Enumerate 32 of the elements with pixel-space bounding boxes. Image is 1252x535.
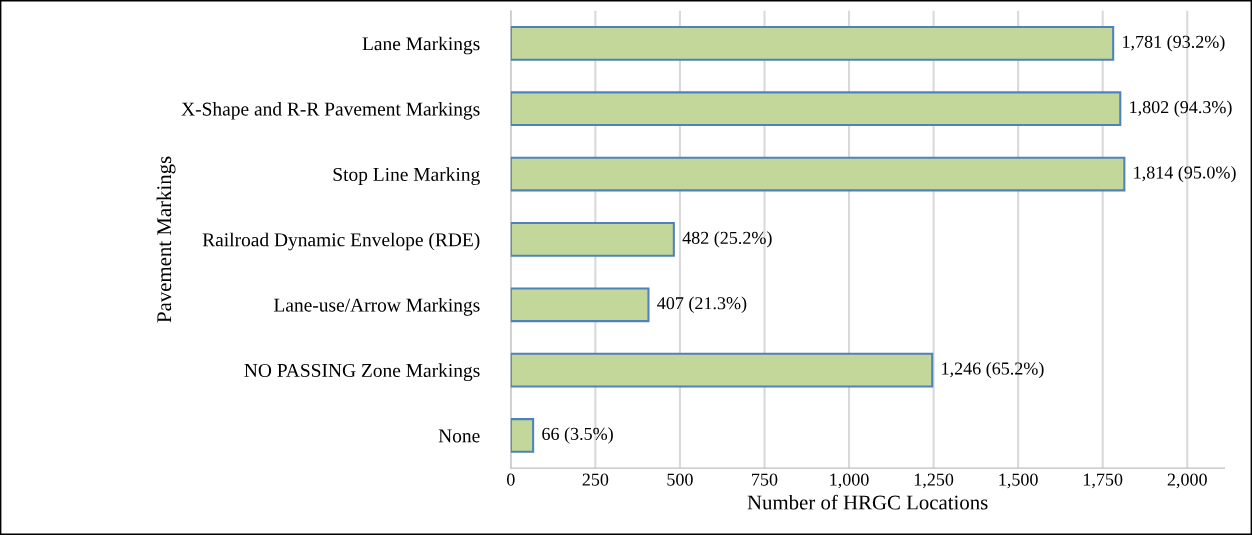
x-tick-label: 250	[582, 473, 609, 486]
bar	[510, 352, 934, 388]
x-tick-label: 1,500	[999, 473, 1038, 489]
data-label: 1,781 (93.2%)	[1123, 35, 1225, 52]
x-tick-label: 2,000	[1167, 473, 1207, 489]
x-tick-label: 1,750	[1083, 473, 1123, 489]
y-tick-label: X-Shape and R-R Pavement Markings	[181, 101, 480, 120]
bar	[510, 418, 535, 453]
x-tick-label: 1,250	[914, 473, 954, 489]
x-tick-label: 1,000	[830, 473, 869, 489]
x-tick-label: 0	[506, 473, 515, 486]
y-tick-label: Lane Markings	[362, 36, 480, 55]
data-label: 1,246 (65.2%)	[942, 361, 1044, 379]
x-tick-label: 500	[667, 473, 693, 486]
y-tick-label: None	[438, 429, 480, 443]
y-tick-label: Railroad Dynamic Envelope (RDE)	[202, 232, 480, 251]
y-tick-label: Lane-use/Arrow Markings	[274, 298, 480, 316]
y-tick-label: Stop Line Marking	[333, 167, 480, 186]
bar	[510, 91, 1122, 127]
bar	[510, 287, 650, 323]
bar	[510, 156, 1126, 192]
data-label: 1,814 (95.0%)	[1134, 165, 1236, 183]
bar	[510, 26, 1115, 61]
x-tick-label: 750	[752, 473, 778, 486]
y-tick-label: NO PASSING Zone Markings	[244, 363, 480, 382]
x-axis-title: Number of HRGC Locations	[747, 494, 988, 510]
bar	[510, 222, 675, 257]
data-label: 1,802 (94.3%)	[1130, 100, 1232, 117]
y-axis-title: Pavement Markings	[156, 156, 176, 323]
data-label: 482 (25.2%)	[682, 231, 772, 248]
data-label: 407 (21.3%)	[657, 296, 747, 313]
data-label: 66 (3.5%)	[542, 427, 613, 444]
